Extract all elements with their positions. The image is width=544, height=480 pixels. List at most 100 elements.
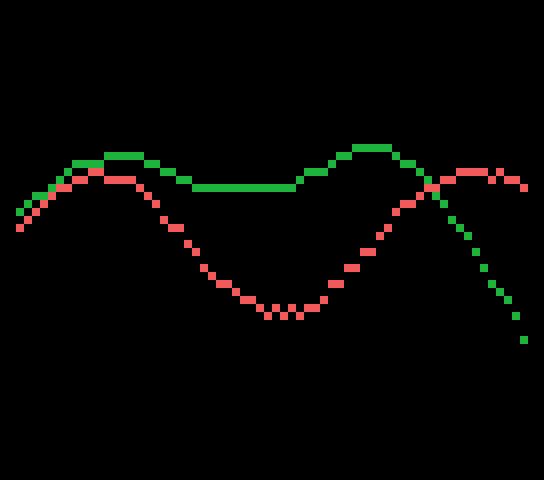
red-curve-pixel — [304, 304, 312, 312]
green-curve-pixel — [224, 184, 232, 192]
green-curve-pixel — [376, 144, 384, 152]
red-curve-pixel — [504, 176, 512, 184]
green-curve-pixel — [184, 176, 192, 184]
green-curve-pixel — [80, 160, 88, 168]
green-curve-pixel — [384, 144, 392, 152]
red-curve-pixel — [112, 176, 120, 184]
green-curve-pixel — [272, 184, 280, 192]
red-curve-pixel — [368, 248, 376, 256]
green-curve-pixel — [120, 152, 128, 160]
green-curve-pixel — [288, 184, 296, 192]
green-curve-pixel — [360, 144, 368, 152]
green-curve-pixel — [512, 312, 520, 320]
red-curve-pixel — [176, 224, 184, 232]
green-curve-pixel — [304, 168, 312, 176]
red-curve-pixel — [144, 192, 152, 200]
green-curve-pixel — [40, 192, 48, 200]
green-curve-pixel — [32, 192, 40, 200]
green-curve-pixel — [328, 160, 336, 168]
red-curve-pixel — [88, 168, 96, 176]
red-curve-pixel — [216, 280, 224, 288]
red-curve-pixel — [424, 184, 432, 192]
red-curve-pixel — [136, 184, 144, 192]
red-curve-pixel — [400, 200, 408, 208]
red-curve-pixel — [56, 184, 64, 192]
red-curve-pixel — [152, 200, 160, 208]
green-curve-pixel — [432, 192, 440, 200]
green-curve-pixel — [128, 152, 136, 160]
red-curve-pixel — [416, 192, 424, 200]
red-curve-pixel — [104, 176, 112, 184]
red-curve-pixel — [184, 240, 192, 248]
red-curve-pixel — [432, 184, 440, 192]
green-curve-pixel — [72, 160, 80, 168]
red-curve-pixel — [376, 232, 384, 240]
red-curve-pixel — [256, 304, 264, 312]
green-curve-pixel — [160, 168, 168, 176]
green-curve-pixel — [16, 208, 24, 216]
red-curve-pixel — [120, 176, 128, 184]
green-curve-pixel — [200, 184, 208, 192]
red-curve-pixel — [240, 296, 248, 304]
red-curve-pixel — [264, 312, 272, 320]
red-curve-pixel — [344, 264, 352, 272]
red-curve-pixel — [64, 184, 72, 192]
green-curve-pixel — [112, 152, 120, 160]
green-curve-pixel — [264, 184, 272, 192]
red-curve-pixel — [272, 304, 280, 312]
green-curve-pixel — [312, 168, 320, 176]
red-curve-pixel — [160, 216, 168, 224]
green-curve-pixel — [96, 160, 104, 168]
red-curve-pixel — [464, 168, 472, 176]
red-curve-pixel — [208, 272, 216, 280]
green-curve-pixel — [448, 216, 456, 224]
red-curve-pixel — [224, 280, 232, 288]
green-curve-pixel — [416, 168, 424, 176]
green-curve-pixel — [520, 336, 528, 344]
red-curve-pixel — [128, 176, 136, 184]
red-curve-pixel — [480, 168, 488, 176]
red-curve-pixel — [288, 304, 296, 312]
red-curve — [16, 168, 528, 320]
red-curve-pixel — [72, 176, 80, 184]
red-curve-pixel — [384, 224, 392, 232]
green-curve-pixel — [296, 176, 304, 184]
green-curve-pixel — [400, 160, 408, 168]
green-curve-pixel — [464, 232, 472, 240]
green-curve-pixel — [144, 160, 152, 168]
green-curve-pixel — [496, 288, 504, 296]
green-curve-pixel — [104, 152, 112, 160]
green-curve-pixel — [480, 264, 488, 272]
red-curve-pixel — [80, 176, 88, 184]
green-curve-pixel — [192, 184, 200, 192]
green-curve-pixel — [456, 224, 464, 232]
red-curve-pixel — [328, 280, 336, 288]
red-curve-pixel — [232, 288, 240, 296]
green-curve-pixel — [256, 184, 264, 192]
red-curve-pixel — [32, 208, 40, 216]
green-curve-pixel — [232, 184, 240, 192]
green-curve-pixel — [408, 160, 416, 168]
green-curve-pixel — [248, 184, 256, 192]
green-curve-pixel — [504, 296, 512, 304]
green-curve-pixel — [48, 184, 56, 192]
red-curve-pixel — [408, 200, 416, 208]
red-curve-pixel — [512, 176, 520, 184]
green-curve-pixel — [472, 248, 480, 256]
green-curve-pixel — [424, 176, 432, 184]
red-curve-pixel — [488, 176, 496, 184]
red-curve-pixel — [312, 304, 320, 312]
green-curve-pixel — [320, 168, 328, 176]
red-curve-pixel — [336, 280, 344, 288]
green-curve-pixel — [208, 184, 216, 192]
red-curve-pixel — [280, 312, 288, 320]
red-curve-pixel — [472, 168, 480, 176]
red-curve-pixel — [352, 264, 360, 272]
green-curve-pixel — [56, 176, 64, 184]
red-curve-pixel — [168, 224, 176, 232]
green-curve-pixel — [280, 184, 288, 192]
red-curve-pixel — [24, 216, 32, 224]
red-curve-pixel — [456, 168, 464, 176]
